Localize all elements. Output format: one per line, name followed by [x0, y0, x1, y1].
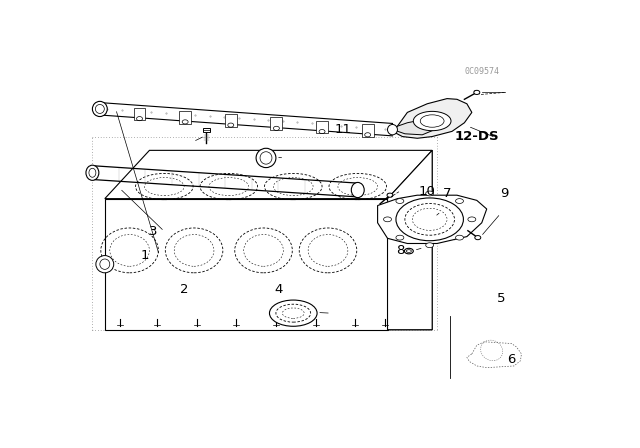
Polygon shape — [271, 117, 282, 130]
Ellipse shape — [413, 112, 451, 131]
Ellipse shape — [256, 148, 276, 168]
Polygon shape — [388, 151, 432, 198]
Text: 1: 1 — [140, 249, 148, 262]
Ellipse shape — [456, 235, 463, 240]
Text: 5: 5 — [497, 292, 506, 305]
Polygon shape — [395, 119, 437, 135]
Polygon shape — [316, 121, 328, 134]
Text: 3: 3 — [149, 225, 157, 238]
Ellipse shape — [383, 217, 392, 222]
Polygon shape — [392, 99, 472, 138]
Ellipse shape — [86, 165, 99, 181]
Polygon shape — [388, 151, 432, 330]
Polygon shape — [225, 114, 237, 127]
Polygon shape — [105, 198, 388, 330]
Polygon shape — [378, 195, 486, 244]
Ellipse shape — [404, 248, 413, 254]
Ellipse shape — [388, 125, 397, 135]
Ellipse shape — [396, 198, 404, 203]
Ellipse shape — [396, 198, 463, 241]
Ellipse shape — [96, 255, 114, 273]
Ellipse shape — [475, 236, 481, 240]
Text: 9: 9 — [500, 187, 508, 200]
Ellipse shape — [426, 243, 434, 248]
Ellipse shape — [396, 235, 404, 240]
Ellipse shape — [474, 90, 480, 95]
Text: 2: 2 — [180, 283, 188, 296]
Polygon shape — [362, 124, 374, 137]
Text: 7: 7 — [443, 187, 451, 200]
Text: 11: 11 — [334, 123, 351, 136]
Ellipse shape — [351, 182, 364, 198]
Text: 8: 8 — [396, 244, 404, 257]
Text: 10: 10 — [419, 185, 436, 198]
Ellipse shape — [426, 191, 434, 196]
Polygon shape — [179, 111, 191, 124]
Ellipse shape — [387, 193, 393, 197]
Text: 0C09574: 0C09574 — [464, 66, 499, 76]
Polygon shape — [134, 108, 145, 121]
Ellipse shape — [456, 198, 463, 203]
Ellipse shape — [468, 217, 476, 222]
Text: 12-DS: 12-DS — [454, 130, 499, 143]
Ellipse shape — [92, 101, 108, 116]
Polygon shape — [105, 151, 432, 198]
Text: 6: 6 — [508, 353, 516, 366]
Polygon shape — [202, 128, 211, 132]
Text: 4: 4 — [274, 283, 283, 296]
Polygon shape — [388, 151, 432, 330]
Ellipse shape — [269, 300, 317, 326]
